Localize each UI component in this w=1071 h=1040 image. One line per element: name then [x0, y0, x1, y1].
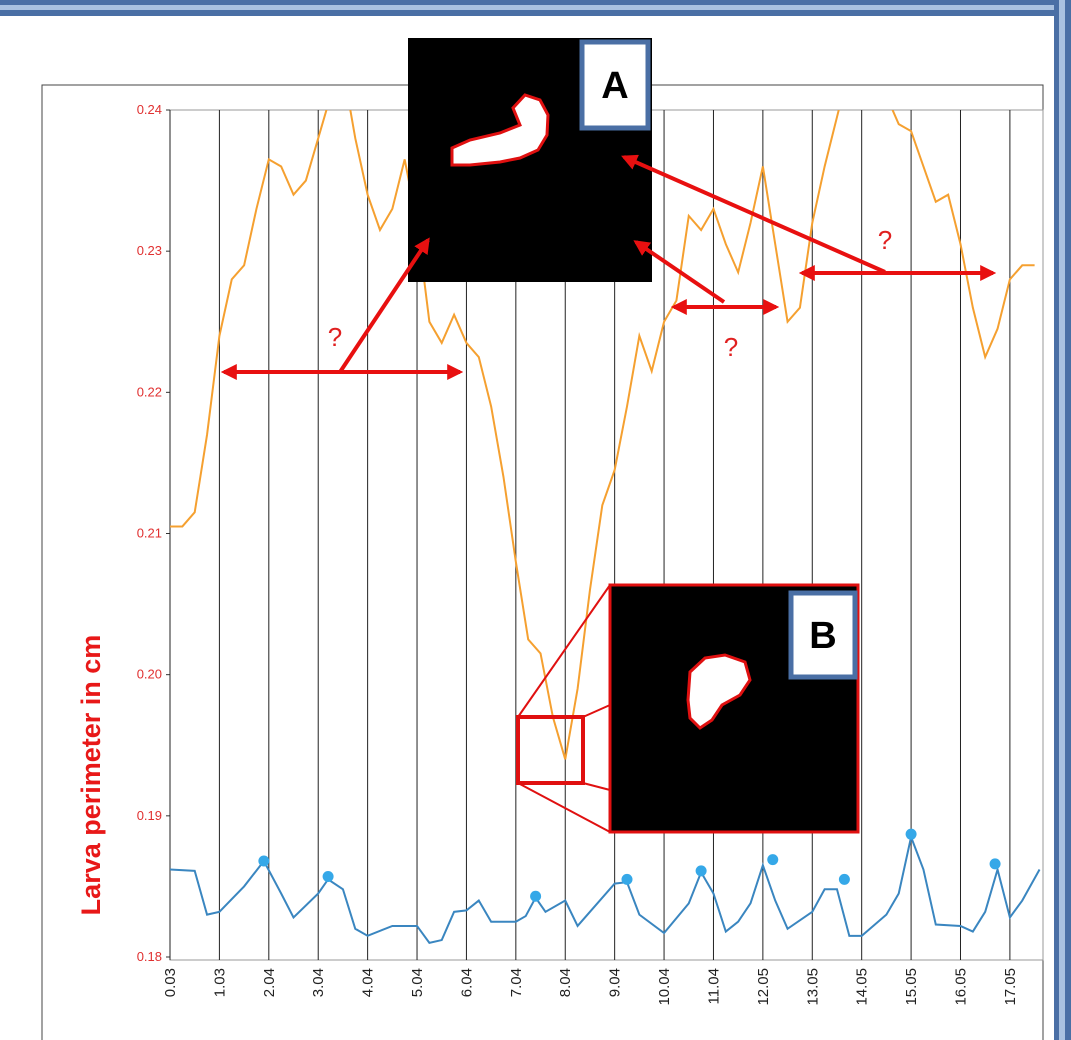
x-tick-label: 11.04 [705, 968, 722, 1004]
peak-marker [696, 865, 707, 876]
series-line [170, 837, 1040, 943]
y-tick-label: 0.24 [137, 102, 162, 117]
right-border-inner [1059, 0, 1065, 1040]
x-tick-label: 9.04 [607, 968, 624, 997]
x-tick-label: 8.04 [557, 968, 574, 997]
y-axis-label: Larva perimeter in cm [76, 635, 106, 916]
annotation: A [601, 65, 628, 107]
x-tick-label: 16.05 [952, 968, 969, 1006]
x-tick-label: 15.05 [903, 968, 920, 1006]
x-tick-label: 7.04 [508, 968, 525, 997]
x-tick-label: 17.05 [1002, 968, 1019, 1006]
y-tick-label: 0.22 [137, 384, 162, 399]
x-tick-label: 6.04 [458, 968, 475, 997]
annotation: B [809, 615, 836, 657]
zoom-line [583, 705, 610, 717]
peak-marker [323, 871, 334, 882]
top-border-inner [0, 5, 1071, 10]
figure: Larva perimeter in cm 0.18 0.19 0.20 0.21 0.… [0, 0, 1071, 1040]
x-tick-label: 0.03 [162, 968, 179, 997]
x-tick-label: 3.04 [310, 968, 327, 997]
x-tick-label: 12.05 [755, 968, 772, 1006]
peak-marker [906, 829, 917, 840]
x-tick-label: 4.04 [360, 968, 377, 997]
annotation: ? [724, 332, 738, 362]
peak-marker [767, 854, 778, 865]
annotation: ? [328, 322, 342, 352]
zoom-line [518, 783, 610, 832]
peak-marker [258, 856, 269, 867]
y-tick-label: 0.21 [137, 526, 162, 541]
y-tick-label: 0.20 [137, 667, 162, 682]
zoom-line [583, 783, 610, 790]
pointer-arrow [624, 157, 885, 272]
peak-marker [839, 874, 850, 885]
x-tick-label: 1.03 [211, 968, 228, 997]
x-tick-label: 13.05 [804, 968, 821, 1006]
x-tick-label: 14.05 [854, 968, 871, 1006]
page: Larva perimeter in cm 0.18 0.19 0.20 0.21 0.… [0, 0, 1071, 1040]
annotation: ? [878, 225, 892, 255]
zoom-box [518, 717, 583, 783]
peak-marker [990, 858, 1001, 869]
pointer-arrow [340, 240, 428, 372]
peak-marker [530, 891, 541, 902]
x-tick-label: 2.04 [261, 968, 278, 997]
y-tick-label: 0.18 [137, 949, 162, 964]
annotations: A B??? [224, 38, 993, 832]
x-tick-label: 10.04 [656, 968, 673, 1006]
y-tick-label: 0.23 [137, 243, 162, 258]
peak-marker [622, 874, 633, 885]
x-tick-label: 5.04 [409, 968, 426, 997]
zoom-line [518, 585, 610, 717]
y-tick-label: 0.19 [137, 808, 162, 823]
